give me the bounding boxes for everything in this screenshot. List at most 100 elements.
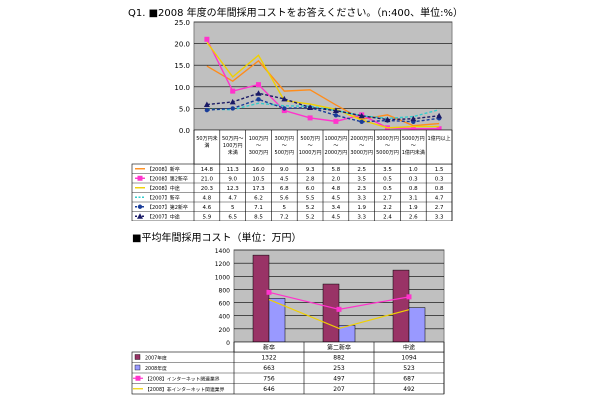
series-4 <box>206 102 440 120</box>
table-value: 2.7 <box>435 205 444 211</box>
data-point <box>359 119 364 124</box>
x-category-label: 2000万円～ 3000万円 <box>350 136 373 156</box>
table-value: 5 <box>231 205 235 211</box>
table-value: 5 <box>283 205 287 211</box>
table-value: 207 <box>333 386 345 393</box>
table-value: 2.3 <box>357 186 366 192</box>
y-tick-label: 1000 <box>215 274 230 281</box>
series-line <box>268 298 410 330</box>
table-value: 5.2 <box>306 215 315 221</box>
data-point <box>266 289 272 295</box>
table-value: 1.5 <box>435 167 444 173</box>
table-value: 646 <box>263 386 275 393</box>
table-value: 21.0 <box>201 177 214 183</box>
table-value: 3.3 <box>357 215 366 221</box>
legend-label: 【2008】インターネット関連業界 <box>145 376 220 383</box>
table-value: 3.3 <box>357 196 366 202</box>
table-value: 687 <box>403 376 415 383</box>
table-value: 14.8 <box>201 167 214 173</box>
legend-swatch <box>134 364 141 371</box>
table-value: 9.0 <box>228 177 237 183</box>
data-point <box>256 82 261 88</box>
bar-series-1 <box>252 254 410 343</box>
data-point <box>307 115 313 121</box>
y-tick-label: 0 <box>226 340 230 347</box>
table-value: 6.8 <box>280 186 289 192</box>
table-value: 11.3 <box>227 167 240 173</box>
x-category-label: 第二新卒 <box>327 344 351 352</box>
legend-marker <box>137 175 143 181</box>
table-value: 1322 <box>261 355 276 362</box>
table-value: 1.0 <box>409 167 418 173</box>
table-value: 7.2 <box>280 215 289 221</box>
table-value: 756 <box>263 376 275 383</box>
y-tick-label: 0.0 <box>179 127 190 135</box>
series-3 <box>206 41 440 129</box>
data-point <box>230 106 235 111</box>
series-line <box>206 59 440 127</box>
y-tick-label: 1400 <box>215 248 230 255</box>
data-point <box>281 95 288 102</box>
table-value: 523 <box>403 365 415 372</box>
table-value: 3.5 <box>357 177 366 183</box>
table-value: 2.7 <box>383 196 392 202</box>
data-point <box>282 106 287 111</box>
x-category-label: 1000万円～ 2000万円 <box>325 136 348 156</box>
section1-title: Q1. ■2008 年度の年間採用コストをお答えください。（n:400、単位:%… <box>128 8 464 19</box>
table-value: 6.0 <box>306 186 315 192</box>
x-category-label: 中途 <box>403 344 415 352</box>
y-tick-label: 1200 <box>215 261 230 268</box>
x-category-label: 3000万円～ 5000万円 <box>376 136 399 156</box>
legend-swatch <box>134 354 141 360</box>
legend-label: 【2008】第2新卒 <box>147 176 188 183</box>
y-tick-label: 400 <box>219 314 231 321</box>
y-tick-label: 25.0 <box>174 19 190 27</box>
data-point <box>384 116 391 123</box>
table-value: 4.7 <box>228 196 237 202</box>
table-value: 4.5 <box>280 177 289 183</box>
table-value: 2.0 <box>332 177 341 183</box>
series-line <box>206 102 440 120</box>
legend-label: 2007年度 <box>145 355 167 362</box>
line-series-1 <box>266 289 412 312</box>
x-category-label: 500万円～ 1000万円 <box>299 136 322 156</box>
table-value: 2.2 <box>383 205 392 211</box>
table-value: 0.5 <box>383 186 392 192</box>
bar-series-2 <box>268 298 426 343</box>
data-point <box>255 90 262 96</box>
average-cost-bar-chart: 0 200 400 600 800 1000 1200 1400 新卒 第二新卒 中途 2007年度 1… <box>131 248 445 395</box>
x-category-label: 新卒 <box>263 344 275 352</box>
data-point <box>203 101 210 108</box>
table-value: 5.5 <box>306 196 315 202</box>
series-1 <box>206 59 440 127</box>
table-value: 5.6 <box>280 196 289 202</box>
y-tick-label: 5.0 <box>179 105 190 113</box>
table-value: 1.9 <box>357 205 366 211</box>
table-value: 3.5 <box>383 167 392 173</box>
table-value: 3.1 <box>409 196 418 202</box>
data-point <box>332 107 339 114</box>
table-value: 4.5 <box>332 215 341 221</box>
y-tick-label: 800 <box>219 287 231 294</box>
table-value: 0.8 <box>435 186 444 192</box>
table-value: 17.3 <box>252 186 265 192</box>
table-value: 2.5 <box>357 167 366 173</box>
table-value: 4.5 <box>332 196 341 202</box>
data-point <box>436 112 443 119</box>
table-value: 6.2 <box>254 196 263 202</box>
data-point <box>204 107 210 113</box>
section2-title: ■平均年間採用コスト（単位：万円） <box>132 233 302 244</box>
data-point <box>410 115 417 122</box>
y-tick-label: 600 <box>219 301 231 308</box>
table-value: 9.3 <box>306 167 315 173</box>
legend-label: 【2008】中途 <box>147 185 180 192</box>
data-point <box>358 112 365 119</box>
legend-marker <box>137 213 143 219</box>
legend-marker <box>137 204 143 209</box>
x-category-label: 100万円～ 300万円 <box>249 136 269 156</box>
x-category-label: 50万円未満 <box>196 135 217 149</box>
legend-label: 【2008】非インターネット関連業界 <box>145 386 225 393</box>
y-tick-label: 15.0 <box>174 62 190 70</box>
y-tick-label: 10.0 <box>174 84 190 92</box>
table-value: 2.6 <box>409 215 418 221</box>
